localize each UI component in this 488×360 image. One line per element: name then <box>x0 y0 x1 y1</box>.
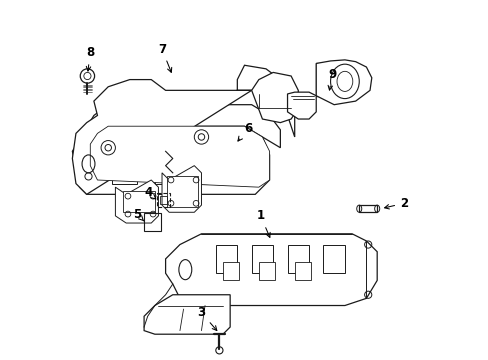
Polygon shape <box>115 180 158 223</box>
Polygon shape <box>316 60 371 105</box>
Polygon shape <box>287 92 316 119</box>
Polygon shape <box>287 244 308 273</box>
Text: 7: 7 <box>158 42 171 72</box>
Bar <box>144 213 161 231</box>
Polygon shape <box>294 262 310 280</box>
Polygon shape <box>251 72 298 123</box>
Polygon shape <box>112 155 137 184</box>
Text: 4: 4 <box>144 186 156 199</box>
Text: 6: 6 <box>238 122 252 141</box>
Polygon shape <box>165 234 376 306</box>
Bar <box>156 193 170 207</box>
Polygon shape <box>167 176 198 207</box>
Text: 9: 9 <box>327 68 336 90</box>
Bar <box>160 196 167 204</box>
Text: 8: 8 <box>86 46 94 71</box>
Polygon shape <box>198 155 223 184</box>
Polygon shape <box>72 65 294 194</box>
Polygon shape <box>251 244 273 273</box>
Polygon shape <box>316 63 344 96</box>
Polygon shape <box>155 155 180 184</box>
Polygon shape <box>122 191 155 212</box>
Polygon shape <box>162 166 201 212</box>
Polygon shape <box>215 244 237 273</box>
Polygon shape <box>359 205 376 212</box>
Text: 2: 2 <box>384 197 407 210</box>
Polygon shape <box>323 244 344 273</box>
Text: 5: 5 <box>133 208 143 221</box>
Polygon shape <box>144 295 230 334</box>
Polygon shape <box>72 126 269 194</box>
Text: 3: 3 <box>197 306 216 330</box>
Text: 1: 1 <box>256 210 269 237</box>
Polygon shape <box>223 262 239 280</box>
Polygon shape <box>258 262 274 280</box>
Polygon shape <box>83 105 280 148</box>
Polygon shape <box>90 126 269 187</box>
